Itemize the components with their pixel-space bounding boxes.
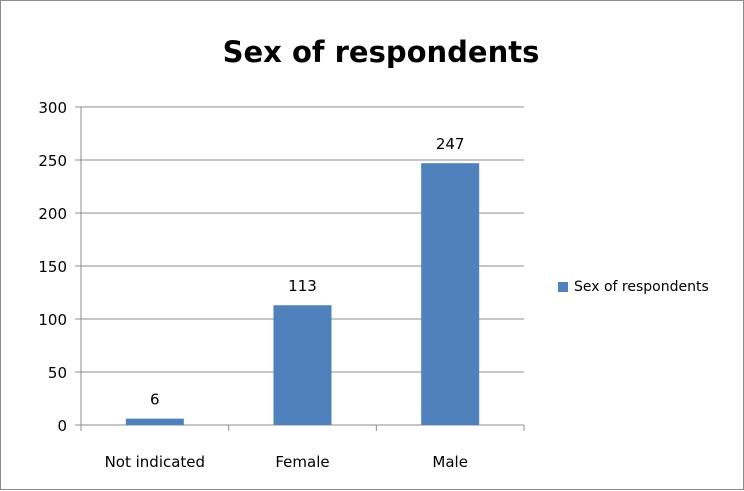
x-tick-label: Female <box>275 453 329 471</box>
y-tick-label: 300 <box>38 99 67 117</box>
x-tick-label: Male <box>432 453 468 471</box>
bar-male <box>421 163 480 425</box>
bar-female <box>273 305 332 425</box>
x-tick-label: Not indicated <box>105 453 205 471</box>
chart-title: Sex of respondents <box>222 35 540 69</box>
y-tick-label: 50 <box>48 364 67 382</box>
bar-not-indicated <box>125 418 184 425</box>
y-tick-label: 150 <box>38 258 67 276</box>
legend-label: Sex of respondents <box>574 279 709 295</box>
chart-legend: Sex of respondents <box>558 279 709 295</box>
data-label: 247 <box>436 135 465 153</box>
y-tick-label: 100 <box>38 311 67 329</box>
y-tick-label: 200 <box>38 205 67 223</box>
y-tick-label: 250 <box>38 152 67 170</box>
y-tick-label: 0 <box>57 417 67 435</box>
data-label: 113 <box>288 277 317 295</box>
data-label: 6 <box>150 391 160 409</box>
legend-swatch <box>558 282 568 292</box>
